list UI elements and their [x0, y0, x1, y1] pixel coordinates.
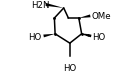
- Text: HO: HO: [63, 64, 76, 73]
- Polygon shape: [79, 14, 91, 18]
- Polygon shape: [45, 3, 64, 8]
- Text: HO: HO: [92, 33, 106, 42]
- Text: OMe: OMe: [91, 12, 111, 21]
- Text: H2N: H2N: [31, 1, 50, 10]
- Text: HO: HO: [28, 33, 41, 42]
- Polygon shape: [43, 34, 55, 37]
